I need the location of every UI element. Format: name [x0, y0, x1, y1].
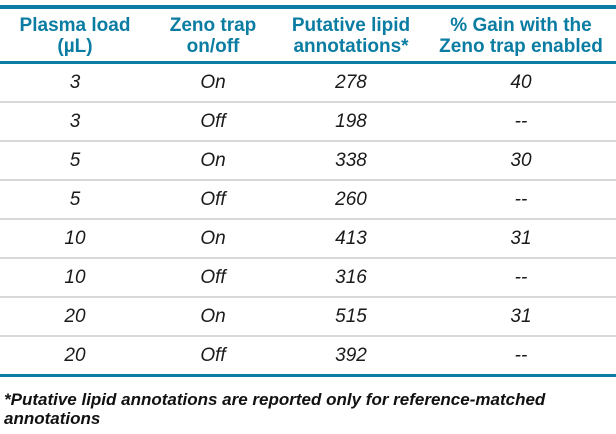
table-row: 10 Off 316 -- [0, 257, 616, 297]
cell-putative-lipid-annotations: 278 [335, 71, 367, 93]
header-row: Plasma load (µL) Zeno trap on/off Putati… [0, 7, 616, 64]
table-row: 20 On 515 31 [0, 296, 616, 336]
cell-plasma-load: 10 [0, 218, 150, 258]
col-header-percent-gain: % Gain with the Zeno trap enabled [426, 7, 616, 64]
cell-putative-lipid-annotations: 198 [276, 101, 426, 141]
cell-percent-gain: 31 [426, 218, 616, 258]
table-row: 10 On 413 31 [0, 218, 616, 258]
cell-plasma-load: 20 [0, 335, 150, 376]
cell-putative-lipid-annotations: 392 [276, 335, 426, 376]
cell-percent-gain: 31 [426, 296, 616, 336]
cell-plasma-load: 20 [0, 296, 150, 336]
results-table: Plasma load (µL) Zeno trap on/off Putati… [0, 5, 616, 377]
cell-zeno-trap-state: Off [150, 179, 276, 219]
col-header-line: % Gain with the [450, 15, 592, 36]
col-header-line: Zeno trap enabled [439, 36, 603, 57]
cell-percent-gain: -- [426, 179, 616, 219]
table-row: 20 Off 392 -- [0, 335, 616, 376]
table-row: 5 Off 260 -- [0, 179, 616, 219]
cell-zeno-trap-state: Off [150, 335, 276, 376]
cell-putative-lipid-annotations: 338 [276, 140, 426, 180]
col-header-zeno-trap-state: Zeno trap on/off [150, 7, 276, 64]
cell-percent-gain: -- [426, 335, 616, 376]
cell-percent-gain: -- [426, 101, 616, 141]
col-header-line: (µL) [57, 36, 93, 57]
cell-putative-lipid-annotations: 515 [276, 296, 426, 336]
col-header-line: Zeno trap [169, 15, 257, 36]
cell-plasma-load: 5 [0, 140, 150, 180]
cell-zeno-trap-state: Off [150, 257, 276, 297]
cell-plasma-load: 5 [0, 179, 150, 219]
col-header-line: Putative lipid [291, 15, 411, 36]
cell-plasma-load: 3 [69, 71, 81, 93]
col-header-line: annotations* [293, 36, 409, 57]
cell-zeno-trap-state: On [200, 71, 226, 93]
cell-zeno-trap-state: On [150, 296, 276, 336]
cell-zeno-trap-state: On [150, 140, 276, 180]
col-header-line: on/off [186, 36, 240, 57]
cell-percent-gain: -- [426, 257, 616, 297]
col-header-line: Plasma load [19, 15, 131, 36]
cell-plasma-load: 10 [0, 257, 150, 297]
cell-plasma-load: 3 [0, 101, 150, 141]
cell-putative-lipid-annotations: 413 [276, 218, 426, 258]
cell-percent-gain: 40 [510, 71, 532, 93]
table-row: 3 On 278 40 [0, 63, 616, 103]
col-header-putative-lipid-annotations: Putative lipid annotations* [276, 7, 426, 64]
table-row: 5 On 338 30 [0, 140, 616, 180]
cell-zeno-trap-state: Off [150, 101, 276, 141]
cell-percent-gain: 30 [426, 140, 616, 180]
cell-zeno-trap-state: On [150, 218, 276, 258]
cell-putative-lipid-annotations: 316 [276, 257, 426, 297]
cell-putative-lipid-annotations: 260 [276, 179, 426, 219]
col-header-plasma-load: Plasma load (µL) [0, 7, 150, 64]
table-footnote: *Putative lipid annotations are reported… [4, 390, 546, 428]
table-row: 3 Off 198 -- [0, 101, 616, 141]
